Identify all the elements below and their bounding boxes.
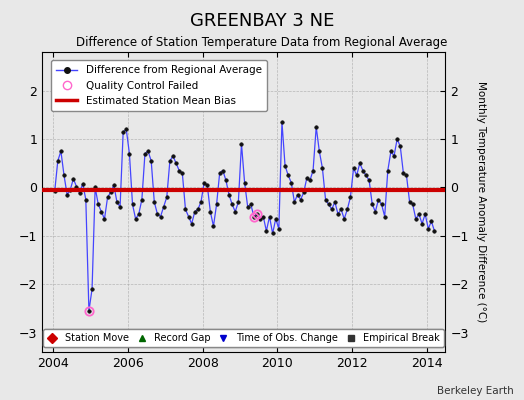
Text: GREENBAY 3 NE: GREENBAY 3 NE <box>190 12 334 30</box>
Text: Berkeley Earth: Berkeley Earth <box>437 386 514 396</box>
Y-axis label: Monthly Temperature Anomaly Difference (°C): Monthly Temperature Anomaly Difference (… <box>476 81 486 323</box>
Text: Difference of Station Temperature Data from Regional Average: Difference of Station Temperature Data f… <box>77 36 447 49</box>
Legend: Station Move, Record Gap, Time of Obs. Change, Empirical Break: Station Move, Record Gap, Time of Obs. C… <box>43 329 444 347</box>
